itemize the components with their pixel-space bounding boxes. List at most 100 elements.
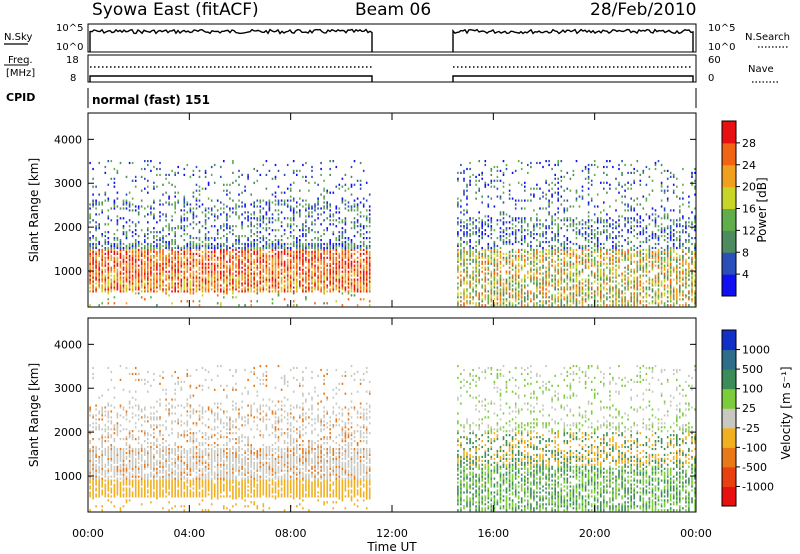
echo-cell [165, 278, 167, 281]
echo-cell [134, 223, 137, 226]
echo-cell [356, 209, 359, 212]
echo-cell [216, 237, 219, 240]
echo-cell [633, 248, 635, 251]
echo-cell [551, 248, 553, 251]
echo-cell [618, 231, 620, 234]
echo-cell [250, 244, 252, 248]
echo-cell [232, 244, 234, 248]
echo-cell [514, 296, 517, 299]
echo-cell [113, 274, 116, 277]
echo-cell [612, 254, 614, 257]
echo-cell [478, 187, 480, 190]
echo-cell [478, 304, 480, 307]
echo-cell [168, 260, 170, 263]
echo-cell [134, 229, 137, 232]
echo-cell [490, 250, 493, 253]
echo-cell [463, 177, 465, 180]
echo-cell [101, 201, 103, 204]
echo-cell [226, 225, 228, 228]
echo-cell [572, 278, 575, 281]
echo-cell [365, 278, 368, 281]
echo-cell [557, 264, 559, 267]
echo-cell [168, 254, 170, 257]
echo-cell [165, 258, 167, 261]
echo-cell [226, 183, 228, 186]
echo-cell [107, 274, 110, 277]
echo-cell [314, 258, 316, 261]
echo-cell [180, 217, 183, 220]
echo-cell [603, 302, 605, 305]
echo-cell [496, 278, 499, 281]
echo-cell [153, 262, 155, 265]
echo-cell [92, 286, 94, 289]
echo-cell [341, 197, 344, 200]
echo-cell [238, 199, 240, 202]
echo-cell [271, 242, 274, 246]
echo-cell [554, 282, 556, 285]
echo-cell [368, 221, 371, 224]
echo-cell [517, 256, 520, 259]
echo-cell [268, 280, 271, 283]
echo-cell [627, 242, 629, 246]
echo-cell [338, 239, 341, 242]
echo-cell [463, 240, 465, 244]
echo-cell [308, 215, 310, 218]
echo-cell [335, 239, 338, 242]
echo-cell [621, 171, 623, 174]
echo-cell [618, 282, 620, 285]
echo-cell [104, 286, 107, 289]
echo-cell [308, 246, 310, 250]
echo-cell [174, 278, 176, 281]
echo-cell [463, 179, 465, 182]
echo-cell [502, 231, 505, 234]
echo-cell [554, 302, 556, 305]
echo-cell [162, 183, 164, 186]
echo-cell [174, 207, 176, 210]
echo-cell [186, 290, 189, 293]
echo-cell [165, 235, 167, 238]
echo-cell [201, 288, 204, 291]
echo-cell [101, 260, 103, 263]
echo-cell [292, 215, 295, 218]
frequency-trace [452, 75, 694, 82]
echo-cell [466, 252, 468, 255]
echo-cell [457, 276, 459, 279]
echo-cell [147, 227, 149, 230]
echo-cell [134, 260, 137, 263]
echo-cell [499, 254, 502, 257]
echo-cell [508, 284, 511, 287]
echo-cell [177, 274, 179, 277]
echo-cell [134, 175, 137, 178]
echo-cell [551, 302, 553, 305]
echo-cell [350, 183, 353, 186]
echo-cell [609, 183, 611, 186]
echo-cell [478, 268, 480, 271]
echo-cell [147, 288, 149, 291]
echo-cell [280, 191, 283, 194]
echo-cell [247, 211, 249, 214]
echo-cell [223, 244, 225, 248]
echo-cell [289, 219, 292, 222]
echo-cell [353, 286, 356, 289]
echo-cell [223, 229, 225, 232]
echo-cell [250, 221, 252, 224]
echo-cell [548, 296, 550, 299]
echo-cell [195, 165, 198, 169]
echo-cell [463, 298, 465, 301]
echo-cell [609, 280, 611, 283]
echo-cell [499, 211, 502, 214]
echo-cell [168, 288, 170, 291]
echo-cell [624, 258, 626, 261]
echo-cell [493, 284, 496, 287]
echo-cell [615, 246, 617, 250]
echo-cell [235, 256, 237, 259]
echo-cell [633, 270, 635, 273]
frequency-trace [89, 75, 373, 82]
echo-cell [165, 274, 167, 277]
echo-cell [238, 235, 240, 238]
echo-cell [250, 193, 252, 196]
echo-cell [326, 264, 328, 267]
echo-cell [274, 282, 277, 285]
echo-cell [530, 260, 532, 263]
echo-cell [624, 276, 626, 279]
